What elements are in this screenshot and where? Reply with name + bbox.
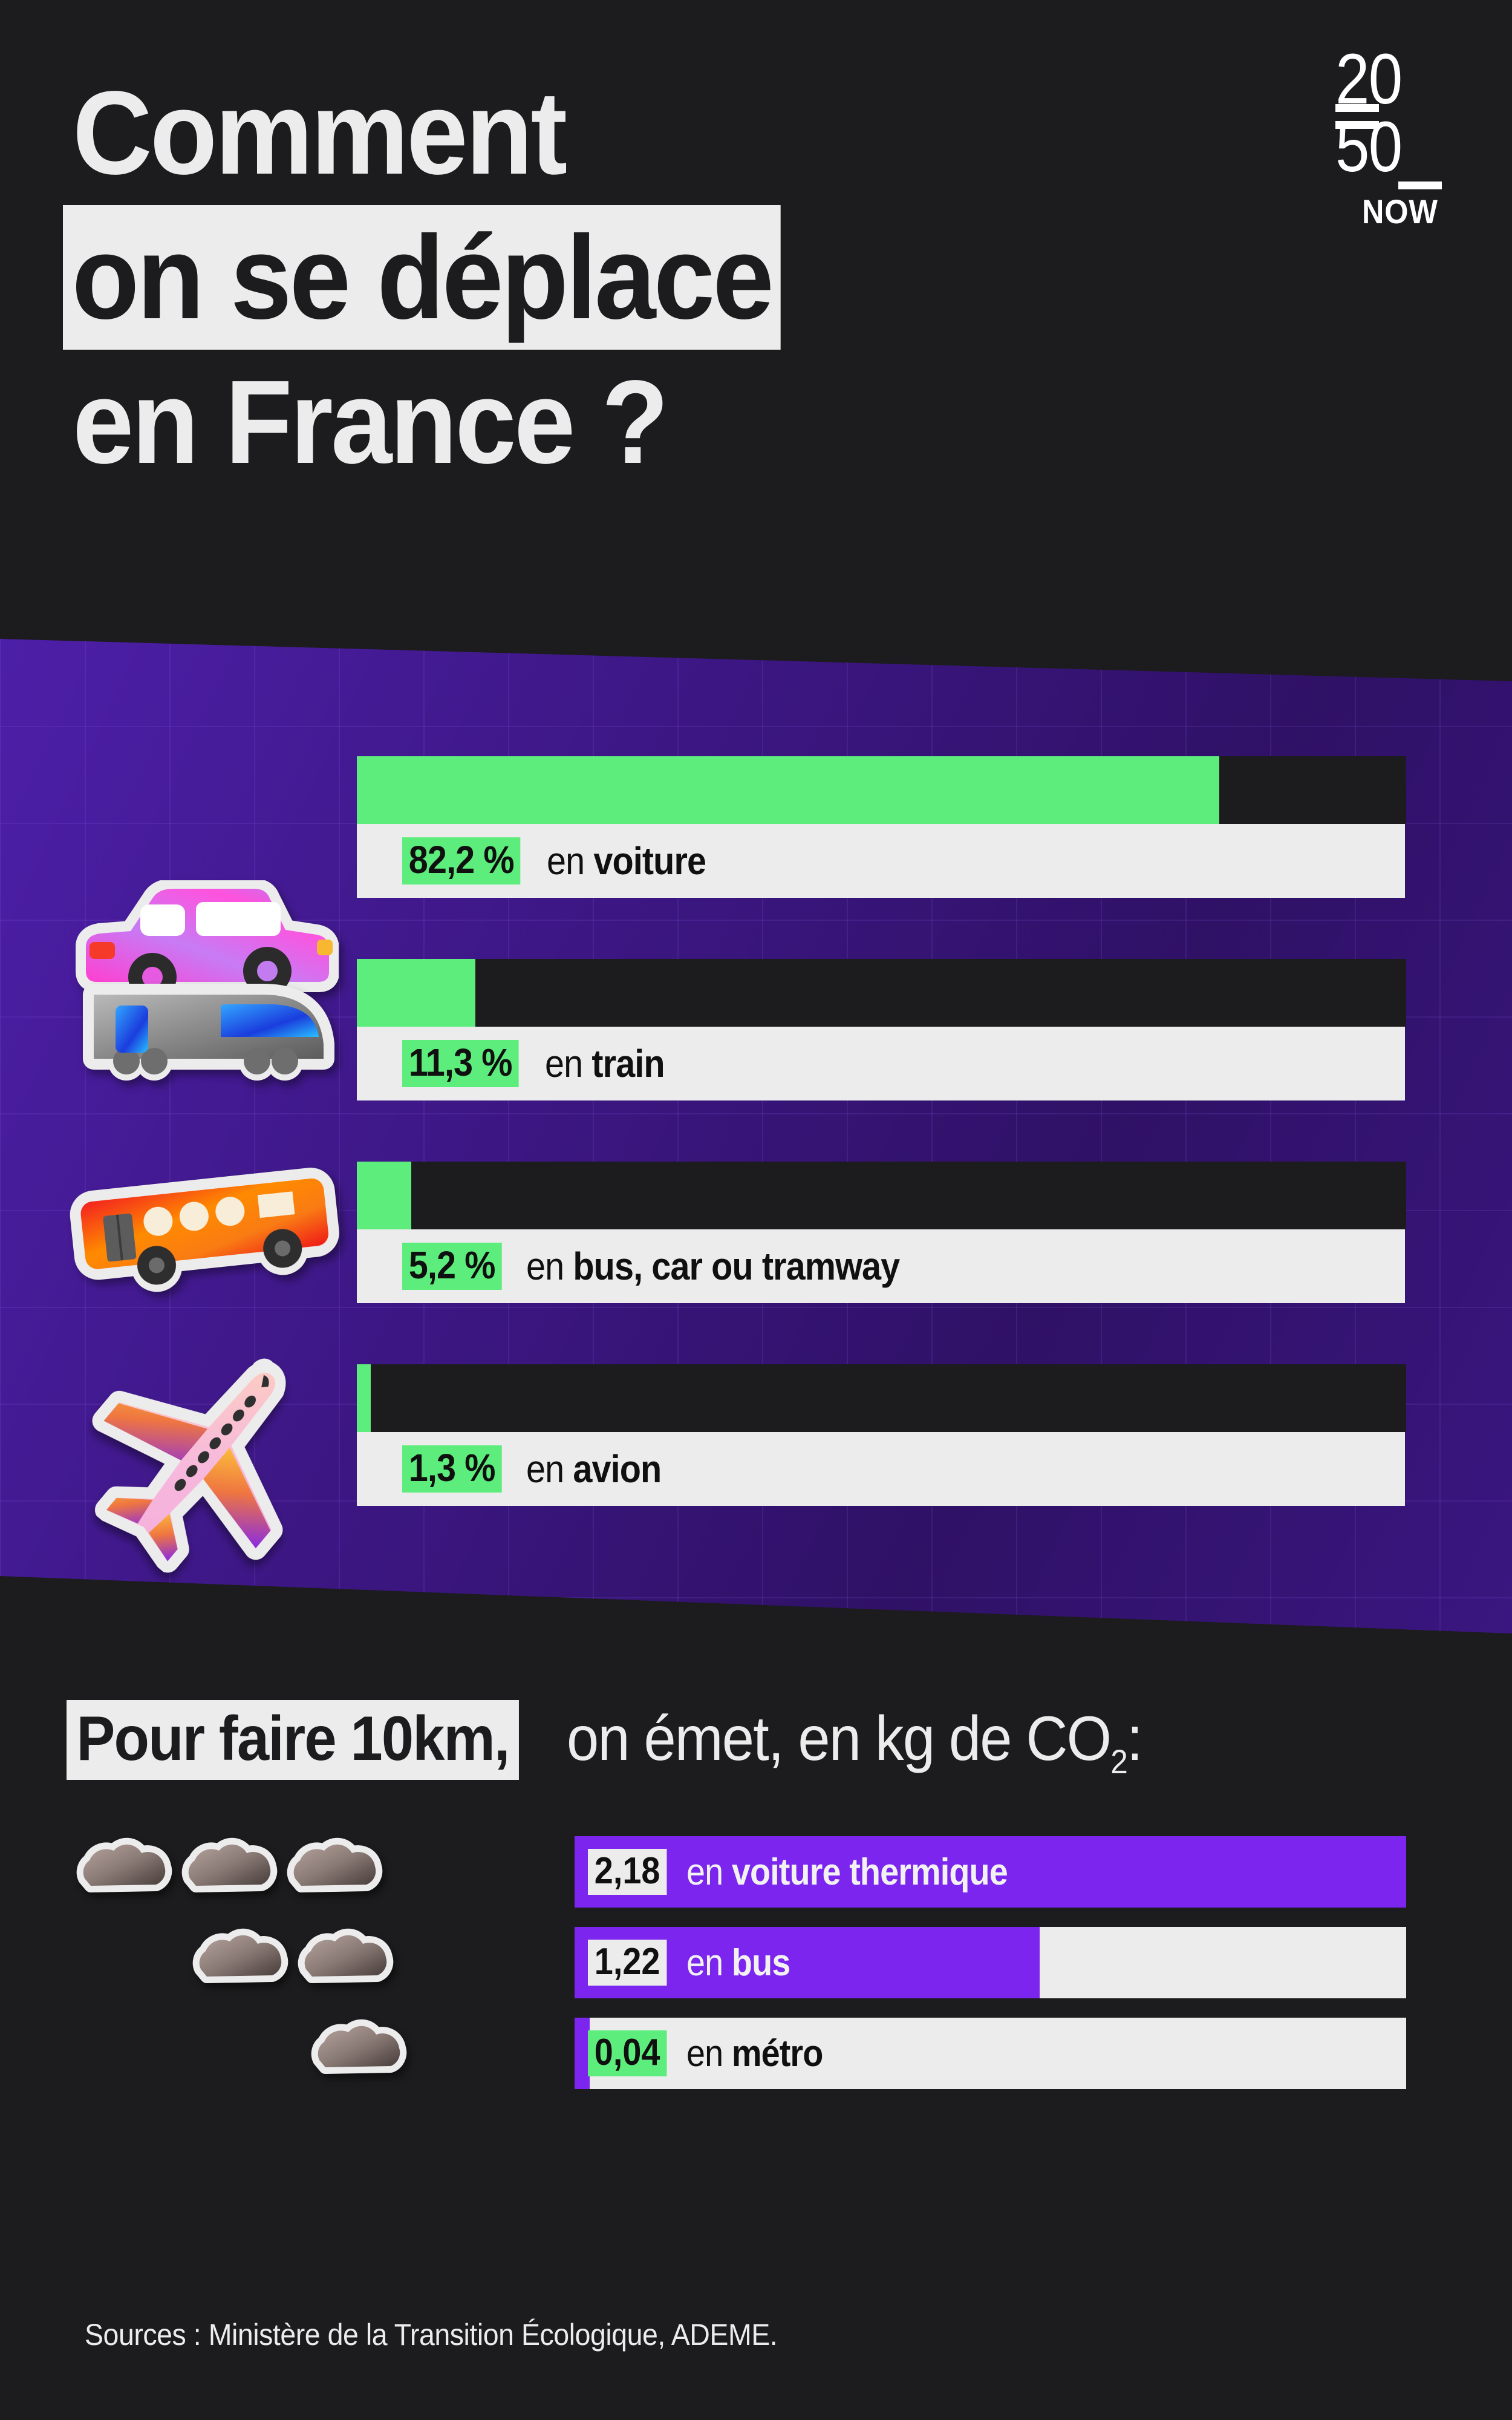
bar-track — [357, 756, 1406, 824]
title-line-2: on se déplace — [63, 205, 781, 350]
bar-track — [357, 959, 1406, 1027]
car-icon — [73, 878, 339, 1010]
value-label: 11,3 % — [402, 1040, 519, 1087]
logo-number-top: 20 — [1335, 39, 1403, 119]
pollution-cloud-icon — [183, 1925, 298, 1999]
value-label: 5,2 % — [402, 1243, 502, 1290]
co2-category-label: en bus — [686, 1941, 790, 1984]
co2-bar-track: 2,18 en voiture thermique — [575, 1836, 1406, 1908]
co2-emissions-chart: Pour faire 10km, on émet, en kg de CO2: — [0, 1688, 1512, 2420]
bar-fill — [357, 1162, 412, 1229]
cloud-group-1 — [301, 2015, 416, 2090]
co2-category-label: en métro — [686, 2032, 823, 2075]
co2-row-metro: 0,04 en métro — [0, 2018, 1512, 2090]
train-icon — [82, 974, 336, 1095]
co2-value-label: 0,04 — [588, 2030, 667, 2076]
co2-bar-content: 2,18 en voiture thermique — [575, 1836, 1043, 1908]
transport-share-chart: 82,2 % en voiture — [0, 629, 1512, 1658]
pollution-cloud-icon — [288, 1925, 403, 1999]
category-label: en voiture — [547, 839, 706, 883]
pollution-cloud-icon — [277, 1834, 392, 1908]
co2-bar-content: 1,22 en bus — [575, 1927, 801, 1998]
sources-footnote: Sources : Ministère de la Transition Éco… — [85, 2318, 778, 2352]
bar-label-bar: 11,3 % en train — [357, 1027, 1405, 1100]
category-label: en avion — [526, 1447, 662, 1491]
plane-icon — [43, 1286, 374, 1619]
title-line-1: Comment — [73, 67, 567, 199]
cloud-group-2 — [183, 1925, 403, 1999]
co2-category-label: en voiture thermique — [686, 1851, 1008, 1893]
co2-row-bus: 1,22 en bus — [0, 1927, 1512, 2000]
bar-fill — [357, 756, 1220, 824]
bus-icon — [60, 1135, 358, 1309]
co2-title-rest: on émet, en kg de CO2: — [567, 1704, 1143, 1781]
bar-fill — [357, 1364, 371, 1432]
cloud-group-3 — [67, 1834, 392, 1908]
value-label: 1,3 % — [402, 1445, 502, 1493]
bar-label-bar: 1,3 % en avion — [357, 1432, 1405, 1506]
bar-label-bar: 5,2 % en bus, car ou tramway — [357, 1229, 1405, 1303]
pollution-cloud-icon — [172, 1834, 287, 1908]
co2-bar-fill — [575, 2018, 590, 2089]
co2-title-highlight: Pour faire 10km, — [67, 1700, 520, 1780]
header: Comment on se déplace en France ? 20 50 … — [0, 0, 1512, 641]
logo-stack: 20 50 — [1331, 39, 1458, 189]
brand-logo-2050-now: 20 50 NOW — [1331, 39, 1458, 229]
bar-fill — [357, 959, 476, 1027]
co2-bar-fill — [575, 1836, 1406, 1908]
pollution-cloud-icon — [67, 1834, 181, 1908]
title-line-3: en France ? — [73, 356, 669, 489]
value-label: 82,2 % — [402, 837, 521, 885]
category-label: en bus, car ou tramway — [526, 1244, 900, 1288]
logo-rule-icon — [1335, 104, 1379, 112]
category-label: en train — [544, 1042, 665, 1085]
co2-value-label: 2,18 — [588, 1849, 667, 1895]
page-title: Comment on se déplace en France ? — [63, 60, 835, 494]
bar-track — [357, 1364, 1406, 1432]
co2-bar-track: 0,04 en métro — [575, 2018, 1406, 2089]
logo-word: NOW — [1362, 192, 1438, 231]
co2-bar-track: 1,22 en bus — [575, 1927, 1406, 1998]
bar-track — [357, 1162, 1406, 1229]
logo-rule-icon — [1335, 121, 1379, 129]
bar-label-bar: 82,2 % en voiture — [357, 824, 1405, 898]
co2-bar-content: 0,04 en métro — [575, 2018, 838, 2089]
co2-section-title: Pour faire 10km, on émet, en kg de CO2: — [67, 1700, 1192, 1780]
co2-row-voiture-thermique: 2,18 en voiture thermique — [0, 1836, 1512, 1909]
pollution-cloud-icon — [301, 2015, 416, 2090]
co2-value-label: 1,22 — [588, 1940, 667, 1986]
logo-rule-icon — [1398, 182, 1442, 189]
